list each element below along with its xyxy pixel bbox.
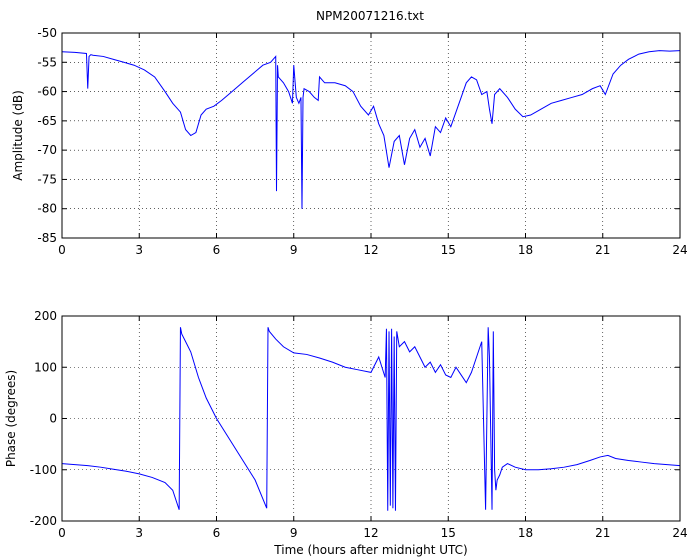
amplitude-ytick-label: -80	[37, 202, 57, 216]
phase-ylabel: Phase (degrees)	[4, 370, 18, 467]
phase-ytick-label: 100	[34, 360, 57, 374]
phase-panel: 0 3 6 9 12 15 18 21 24 -200 -100 0 100 200 Phase (deg…	[4, 309, 688, 557]
amplitude-xtick-label: 24	[672, 243, 687, 257]
amplitude-xtick-label: 12	[363, 243, 378, 257]
amplitude-ytick-label: -60	[37, 85, 57, 99]
phase-xtick-label: 12	[363, 526, 378, 540]
phase-xlabel: Time (hours after midnight UTC)	[273, 543, 467, 557]
phase-grid	[62, 316, 680, 521]
phase-xtick-label: 18	[518, 526, 533, 540]
chart-title: NPM20071216.txt	[316, 9, 424, 23]
amplitude-ytick-label: -55	[37, 55, 57, 69]
amplitude-ytick-label: -85	[37, 231, 57, 245]
amplitude-ticks: 0 3 6 9 12 15 18 21 24 -85 -80 -75 -70 -65 -60 -55 -50	[37, 26, 687, 257]
amplitude-xtick-label: 9	[290, 243, 298, 257]
phase-xtick-label: 0	[58, 526, 66, 540]
phase-xtick-label: 9	[290, 526, 298, 540]
phase-series-line	[61, 327, 681, 511]
phase-xtick-label: 6	[213, 526, 221, 540]
phase-ytick-label: 200	[34, 309, 57, 323]
amplitude-xtick-label: 3	[135, 243, 143, 257]
amplitude-ytick-label: -50	[37, 26, 57, 40]
amplitude-xtick-label: 15	[441, 243, 456, 257]
phase-xtick-label: 21	[595, 526, 610, 540]
amplitude-xtick-label: 18	[518, 243, 533, 257]
phase-ytick-label: -200	[30, 514, 57, 528]
amplitude-panel: 0 3 6 9 12 15 18 21 24 -85 -80 -75 -70 -65 -60 -55 -50 A…	[11, 26, 688, 257]
phase-xtick-label: 15	[441, 526, 456, 540]
amplitude-ylabel: Amplitude (dB)	[11, 90, 25, 181]
amplitude-ytick-label: -65	[37, 114, 57, 128]
amplitude-grid	[62, 33, 680, 238]
amplitude-xtick-label: 6	[213, 243, 221, 257]
phase-xtick-label: 3	[135, 526, 143, 540]
amplitude-xtick-label: 21	[595, 243, 610, 257]
phase-ytick-label: -100	[30, 463, 57, 477]
phase-ytick-label: 0	[49, 412, 57, 426]
amplitude-series-line	[61, 50, 681, 209]
phase-xtick-label: 24	[672, 526, 687, 540]
amplitude-ytick-label: -75	[37, 172, 57, 186]
amplitude-xtick-label: 0	[58, 243, 66, 257]
phase-ticks: 0 3 6 9 12 15 18 21 24 -200 -100 0 100 200	[30, 309, 688, 540]
amplitude-ytick-label: -70	[37, 143, 57, 157]
